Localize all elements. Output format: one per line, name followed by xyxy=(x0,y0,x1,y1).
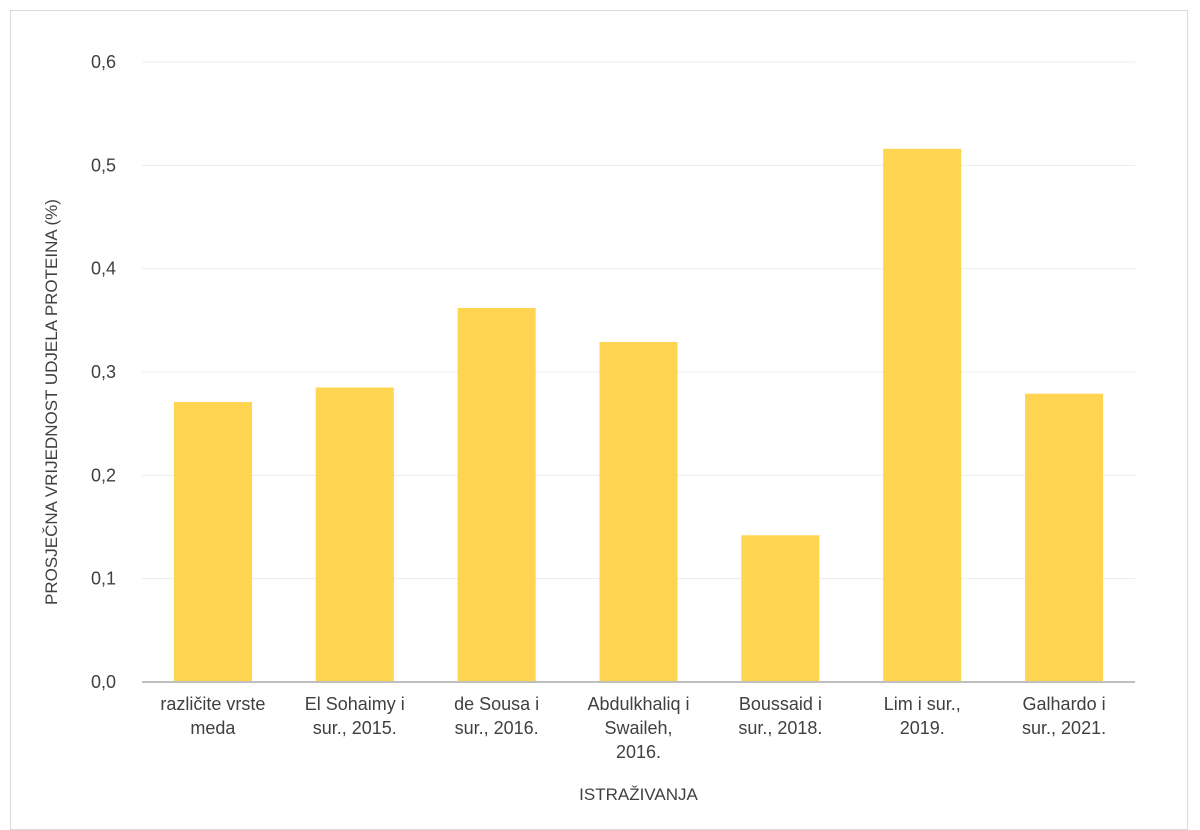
bar xyxy=(741,535,820,682)
bar xyxy=(173,401,252,682)
x-axis-title: ISTRAŽIVANJA xyxy=(579,785,698,804)
x-tick-label-line: Boussaid i xyxy=(739,694,822,714)
y-tick-label: 0,2 xyxy=(91,465,116,485)
x-tick-label: Boussaid i sur., 2018. xyxy=(738,694,822,738)
x-tick-label-line: sur., 2018. xyxy=(738,718,822,738)
x-tick-label-line: 2019. xyxy=(900,718,945,738)
x-tick-label: različite vrste meda xyxy=(160,694,265,738)
bars xyxy=(173,148,1104,683)
x-tick-label-line: Swaileh, xyxy=(604,718,672,738)
gridlines xyxy=(142,61,1135,580)
x-tick-label-line: sur., 2021. xyxy=(1022,718,1106,738)
x-tick-label-line: sur., 2016. xyxy=(455,718,539,738)
x-tick-label: de Sousa i sur., 2016. xyxy=(454,694,539,738)
bar xyxy=(1025,393,1104,682)
y-tick-labels: 0,0 0,1 0,2 0,3 0,4 0,5 0,6 xyxy=(91,52,116,692)
bar xyxy=(315,387,394,682)
x-tick-labels: različite vrste meda El Sohaimy i sur., 201… xyxy=(160,694,1106,762)
bar-chart: 0,0 0,1 0,2 0,3 0,4 0,5 0,6 različite vrste med… xyxy=(42,52,1135,804)
x-tick-label: Abdulkhaliq i Swaileh, 2016. xyxy=(587,694,689,762)
y-tick-label: 0,3 xyxy=(91,362,116,382)
y-tick-label: 0,1 xyxy=(91,569,116,589)
x-tick-label: El Sohaimy i sur., 2015. xyxy=(305,694,405,738)
x-tick-label-line: Lim i sur., xyxy=(884,694,961,714)
x-tick-label-line: Galhardo i xyxy=(1023,694,1106,714)
x-tick-label-line: 2016. xyxy=(616,742,661,762)
x-tick-label: Galhardo i sur., 2021. xyxy=(1022,694,1106,738)
bar xyxy=(883,148,962,683)
y-tick-label: 0,4 xyxy=(91,259,116,279)
y-tick-label: 0,0 xyxy=(91,672,116,692)
y-tick-label: 0,5 xyxy=(91,155,116,175)
bar xyxy=(599,342,678,682)
x-tick-label: Lim i sur., 2019. xyxy=(884,694,961,738)
x-tick-label-line: Abdulkhaliq i xyxy=(587,694,689,714)
x-tick-label-line: El Sohaimy i xyxy=(305,694,405,714)
x-tick-label-line: meda xyxy=(190,718,236,738)
y-axis-title: PROSJEČNA VRIJEDNOST UDJELA PROTEINA (%) xyxy=(42,199,61,605)
x-tick-label-line: različite vrste xyxy=(160,694,265,714)
x-tick-label-line: sur., 2015. xyxy=(313,718,397,738)
x-tick-label-line: de Sousa i xyxy=(454,694,539,714)
bar xyxy=(457,307,536,682)
y-tick-label: 0,6 xyxy=(91,52,116,72)
